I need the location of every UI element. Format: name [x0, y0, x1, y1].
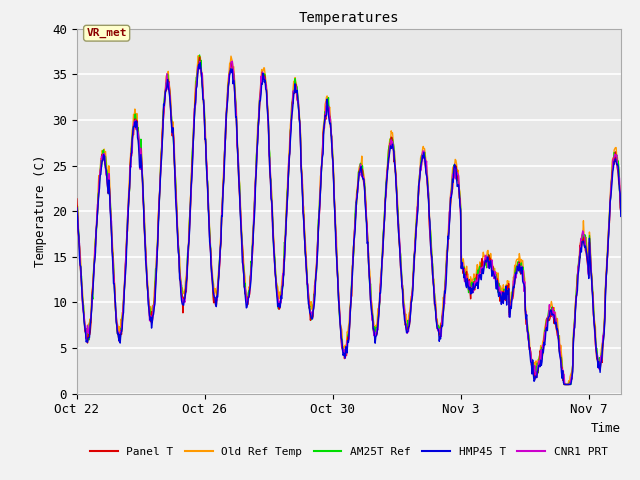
Legend: Panel T, Old Ref Temp, AM25T Ref, HMP45 T, CNR1 PRT: Panel T, Old Ref Temp, AM25T Ref, HMP45 … — [85, 442, 612, 461]
X-axis label: Time: Time — [591, 422, 621, 435]
Text: VR_met: VR_met — [86, 28, 127, 38]
Title: Temperatures: Temperatures — [298, 11, 399, 25]
Y-axis label: Temperature (C): Temperature (C) — [33, 155, 47, 267]
